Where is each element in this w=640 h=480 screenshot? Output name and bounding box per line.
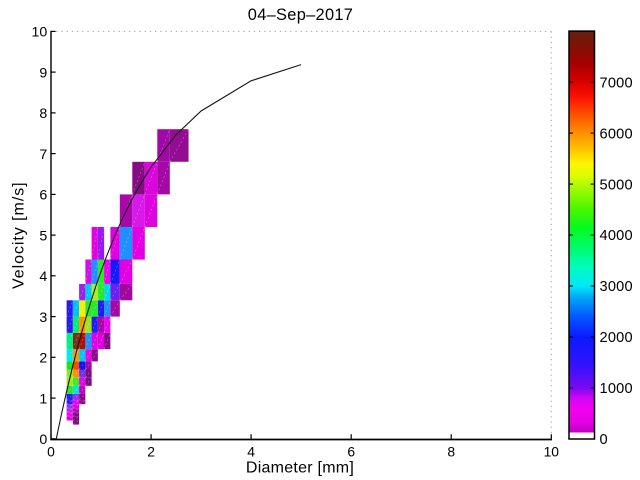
svg-text:04–Sep–2017: 04–Sep–2017	[248, 6, 353, 24]
svg-text:5000: 5000	[600, 177, 633, 193]
svg-text:4000: 4000	[600, 228, 633, 244]
svg-text:0: 0	[600, 432, 608, 448]
svg-text:0: 0	[47, 444, 55, 460]
svg-text:8: 8	[447, 444, 455, 460]
svg-text:Velocity [m/s]: Velocity [m/s]	[11, 181, 28, 289]
svg-text:4: 4	[247, 444, 255, 460]
svg-text:0: 0	[39, 432, 47, 448]
svg-text:9: 9	[39, 65, 47, 81]
svg-text:8: 8	[39, 106, 47, 122]
svg-text:2: 2	[39, 351, 47, 367]
svg-text:6: 6	[39, 188, 47, 204]
svg-text:6: 6	[347, 444, 355, 460]
svg-text:5: 5	[39, 228, 47, 244]
svg-text:10: 10	[544, 444, 560, 460]
svg-text:4: 4	[39, 269, 47, 285]
svg-text:2: 2	[147, 444, 155, 460]
svg-text:1000: 1000	[600, 381, 633, 397]
svg-text:3: 3	[39, 310, 47, 326]
svg-text:7: 7	[39, 147, 47, 163]
svg-text:7000: 7000	[600, 75, 633, 91]
svg-text:2000: 2000	[600, 330, 633, 346]
svg-text:3000: 3000	[600, 279, 633, 295]
svg-text:1: 1	[39, 391, 47, 407]
svg-text:6000: 6000	[600, 126, 633, 142]
svg-text:10: 10	[32, 25, 48, 41]
svg-text:Diameter [mm]: Diameter [mm]	[246, 460, 354, 477]
